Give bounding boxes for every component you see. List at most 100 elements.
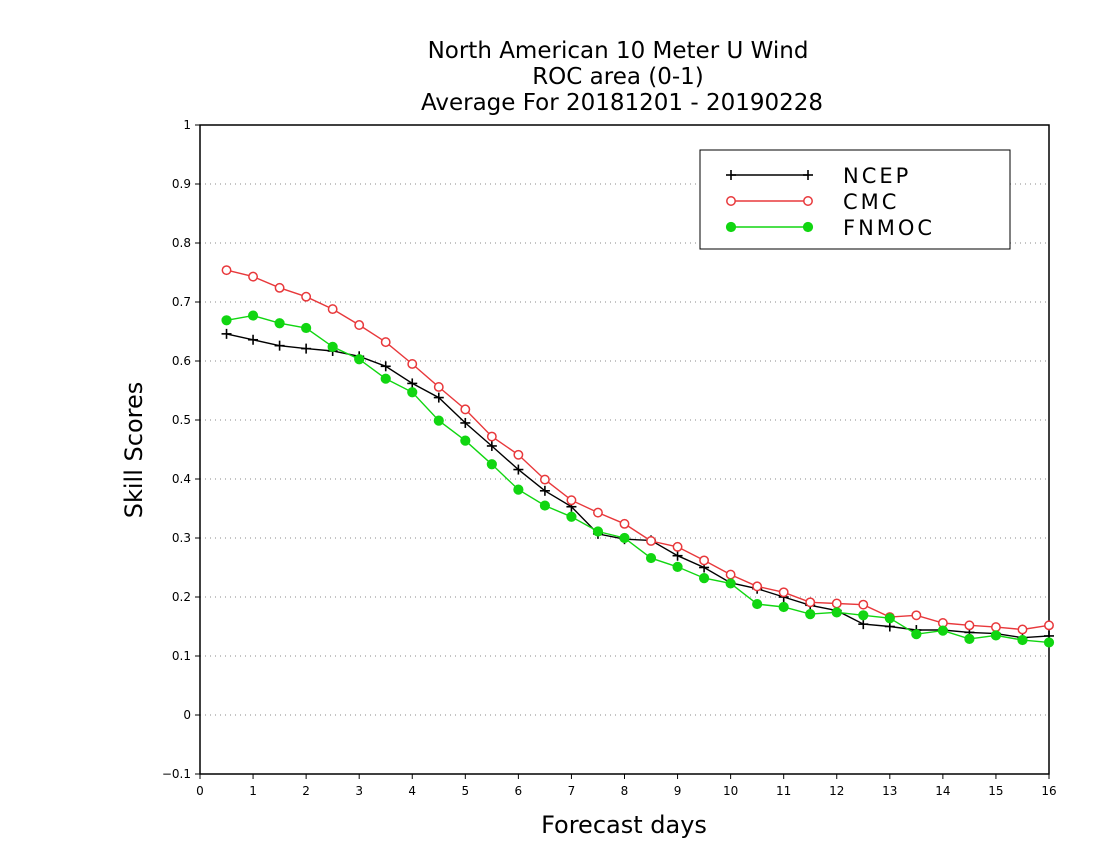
data-point-cmc <box>274 282 285 293</box>
y-tick-label: 0.2 <box>172 590 191 604</box>
data-point-fnmoc <box>619 532 630 544</box>
data-point-fnmoc <box>513 484 524 495</box>
data-point-fnmoc <box>778 601 789 613</box>
y-tick-label: 0 <box>183 708 191 722</box>
y-tick-label: 0.8 <box>172 236 191 250</box>
data-point-cmc <box>725 569 736 580</box>
chart-title: North American 10 Meter U Wind ROC area … <box>421 38 823 116</box>
data-point-fnmoc <box>433 415 444 426</box>
series-line-fnmoc <box>226 314 1050 644</box>
legend-marker <box>726 196 736 206</box>
data-point-cmc <box>301 291 312 302</box>
data-point-fnmoc <box>380 373 391 384</box>
data-point-fnmoc <box>752 598 763 610</box>
data-point-cmc <box>646 536 656 546</box>
y-tick-label: 0.4 <box>172 472 191 486</box>
series-ncep <box>221 328 1054 643</box>
data-point-ncep <box>407 378 418 389</box>
data-point-fnmoc <box>327 341 338 352</box>
data-point-fnmoc <box>539 500 551 511</box>
y-axis-label: Skill Scores <box>120 382 148 519</box>
data-point-ncep <box>486 440 497 451</box>
x-tick-label: 15 <box>988 784 1003 798</box>
data-point-cmc <box>433 382 444 392</box>
data-point-fnmoc <box>805 609 816 620</box>
data-point-fnmoc <box>486 459 497 470</box>
data-point-cmc <box>327 304 338 315</box>
data-point-fnmoc <box>858 610 869 621</box>
data-point-ncep <box>858 619 869 630</box>
x-tick-label: 6 <box>515 784 523 798</box>
data-point-fnmoc <box>990 630 1002 641</box>
series-line-ncep <box>226 333 1050 639</box>
data-point-cmc <box>513 449 524 460</box>
data-point-fnmoc <box>221 315 232 326</box>
x-tick-label: 12 <box>829 784 844 798</box>
data-point-cmc <box>805 597 816 608</box>
data-point-fnmoc <box>964 633 975 644</box>
x-tick-label: 7 <box>568 784 576 798</box>
y-tick-label: 0.9 <box>172 177 191 191</box>
data-series <box>221 265 1055 648</box>
title-line-3: Average For 20181201 - 20190228 <box>421 90 823 116</box>
data-point-fnmoc <box>354 354 365 365</box>
data-point-ncep <box>380 361 391 372</box>
data-point-fnmoc <box>247 310 259 321</box>
data-point-cmc <box>593 507 603 518</box>
legend-label-cmc: CMC <box>843 190 899 214</box>
data-point-fnmoc <box>645 552 657 564</box>
y-tick-label: 1 <box>183 118 191 132</box>
legend-marker <box>725 221 737 233</box>
data-point-ncep <box>513 464 524 475</box>
data-point-fnmoc <box>831 607 842 618</box>
series-fnmoc <box>221 310 1055 648</box>
data-point-cmc <box>858 599 869 610</box>
data-point-cmc <box>380 337 391 348</box>
data-point-fnmoc <box>1017 634 1028 646</box>
data-point-fnmoc <box>407 387 418 398</box>
data-point-cmc <box>221 265 232 276</box>
data-point-cmc <box>566 495 577 506</box>
legend-label-ncep: NCEP <box>843 164 911 188</box>
data-point-cmc <box>486 431 497 442</box>
x-tick-label: 9 <box>674 784 682 798</box>
data-point-cmc <box>672 541 683 552</box>
data-point-fnmoc <box>911 629 922 640</box>
y-tick-label: 0.5 <box>172 413 191 427</box>
data-point-fnmoc <box>698 573 710 584</box>
legend-marker <box>802 221 814 233</box>
data-point-cmc <box>990 622 1001 633</box>
legend-entry-cmc: CMC <box>726 190 899 214</box>
series-line-cmc <box>226 269 1050 631</box>
y-tick-label: 0.7 <box>172 295 191 309</box>
gridlines <box>200 183 1049 716</box>
x-tick-label: 3 <box>355 784 363 798</box>
data-point-fnmoc <box>566 511 577 522</box>
x-axis-label: Forecast days <box>541 811 707 839</box>
legend-marker <box>803 196 813 206</box>
x-tick-label: 8 <box>621 784 629 798</box>
x-tick-label: 10 <box>723 784 738 798</box>
data-point-cmc <box>911 610 922 621</box>
y-tick-label: 0.6 <box>172 354 191 368</box>
x-tick-label: 2 <box>302 784 310 798</box>
data-point-cmc <box>964 620 975 631</box>
data-point-ncep <box>672 550 683 561</box>
data-point-cmc <box>778 587 789 598</box>
title-line-1: North American 10 Meter U Wind <box>428 38 809 64</box>
data-point-fnmoc <box>1043 637 1055 648</box>
data-point-ncep <box>460 417 471 428</box>
data-point-cmc <box>1017 624 1028 635</box>
data-point-cmc <box>354 320 365 330</box>
x-tick-label: 1 <box>249 784 257 798</box>
data-point-ncep <box>301 343 312 354</box>
data-point-fnmoc <box>274 318 285 329</box>
x-tick-label: 14 <box>935 784 950 798</box>
x-tick-label: 13 <box>882 784 897 798</box>
y-tick-label: −0.1 <box>162 767 191 781</box>
data-point-fnmoc <box>460 435 471 446</box>
legend-marker <box>726 170 736 180</box>
legend-entry-fnmoc: FNMOC <box>725 216 932 240</box>
